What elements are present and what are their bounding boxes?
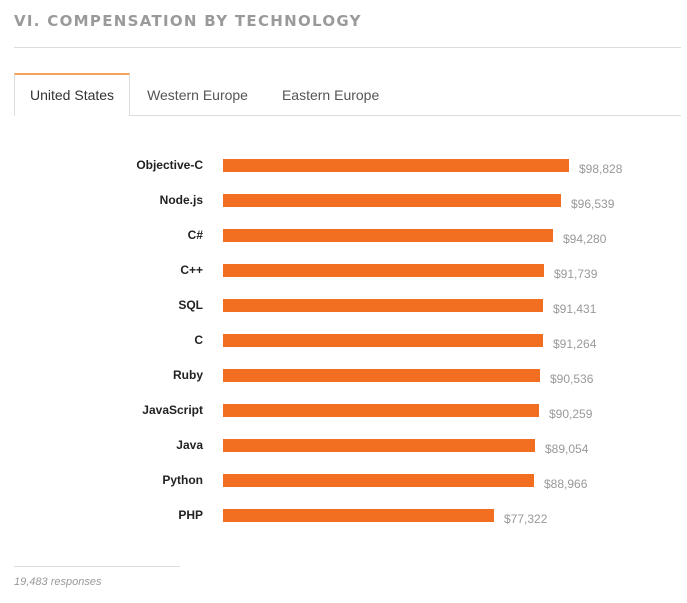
category-label-objective-c: Objective-C xyxy=(136,158,203,172)
bar-php xyxy=(223,509,494,522)
value-label-objective-c: $98,828 xyxy=(579,162,623,176)
value-label-ruby: $90,536 xyxy=(550,372,594,386)
bar-objective-c xyxy=(223,159,569,172)
bar-c xyxy=(223,264,544,277)
value-label-php: $77,322 xyxy=(504,512,548,526)
region-tabs: United States Western Europe Eastern Eur… xyxy=(14,73,681,116)
value-label-c: $91,739 xyxy=(554,267,598,281)
tabs-underline xyxy=(14,115,681,116)
tab-eastern-europe[interactable]: Eastern Europe xyxy=(281,87,380,103)
category-label-node-js: Node.js xyxy=(160,193,204,207)
bar-node-js xyxy=(223,194,561,207)
value-label-sql: $91,431 xyxy=(553,302,597,316)
category-label-ruby: Ruby xyxy=(173,368,203,382)
value-label-node-js: $96,539 xyxy=(571,197,615,211)
bar-sql xyxy=(223,299,543,312)
bar-java xyxy=(223,439,535,452)
bar-javascript xyxy=(223,404,539,417)
bar-c xyxy=(223,229,553,242)
value-label-c: $94,280 xyxy=(563,232,607,246)
category-label-python: Python xyxy=(162,473,203,487)
value-label-c: $91,264 xyxy=(553,337,597,351)
footer-divider xyxy=(14,566,180,567)
title-divider xyxy=(14,47,681,48)
category-label-java: Java xyxy=(176,438,203,452)
value-label-python: $88,966 xyxy=(544,477,588,491)
bar-python xyxy=(223,474,534,487)
bar-c xyxy=(223,334,543,347)
responses-count: 19,483 responses xyxy=(14,576,102,588)
bar-ruby xyxy=(223,369,540,382)
category-label-javascript: JavaScript xyxy=(142,403,203,417)
category-label-c: C xyxy=(194,333,203,347)
category-label-c: C++ xyxy=(180,263,203,277)
value-label-javascript: $90,259 xyxy=(549,407,593,421)
category-label-c: C# xyxy=(188,228,204,242)
value-label-java: $89,054 xyxy=(545,442,589,456)
category-label-php: PHP xyxy=(178,508,203,522)
tab-united-states[interactable]: United States xyxy=(14,73,131,116)
section-title: VI. COMPENSATION BY TECHNOLOGY xyxy=(14,12,362,30)
tab-western-europe[interactable]: Western Europe xyxy=(147,87,248,103)
category-label-sql: SQL xyxy=(178,298,203,312)
